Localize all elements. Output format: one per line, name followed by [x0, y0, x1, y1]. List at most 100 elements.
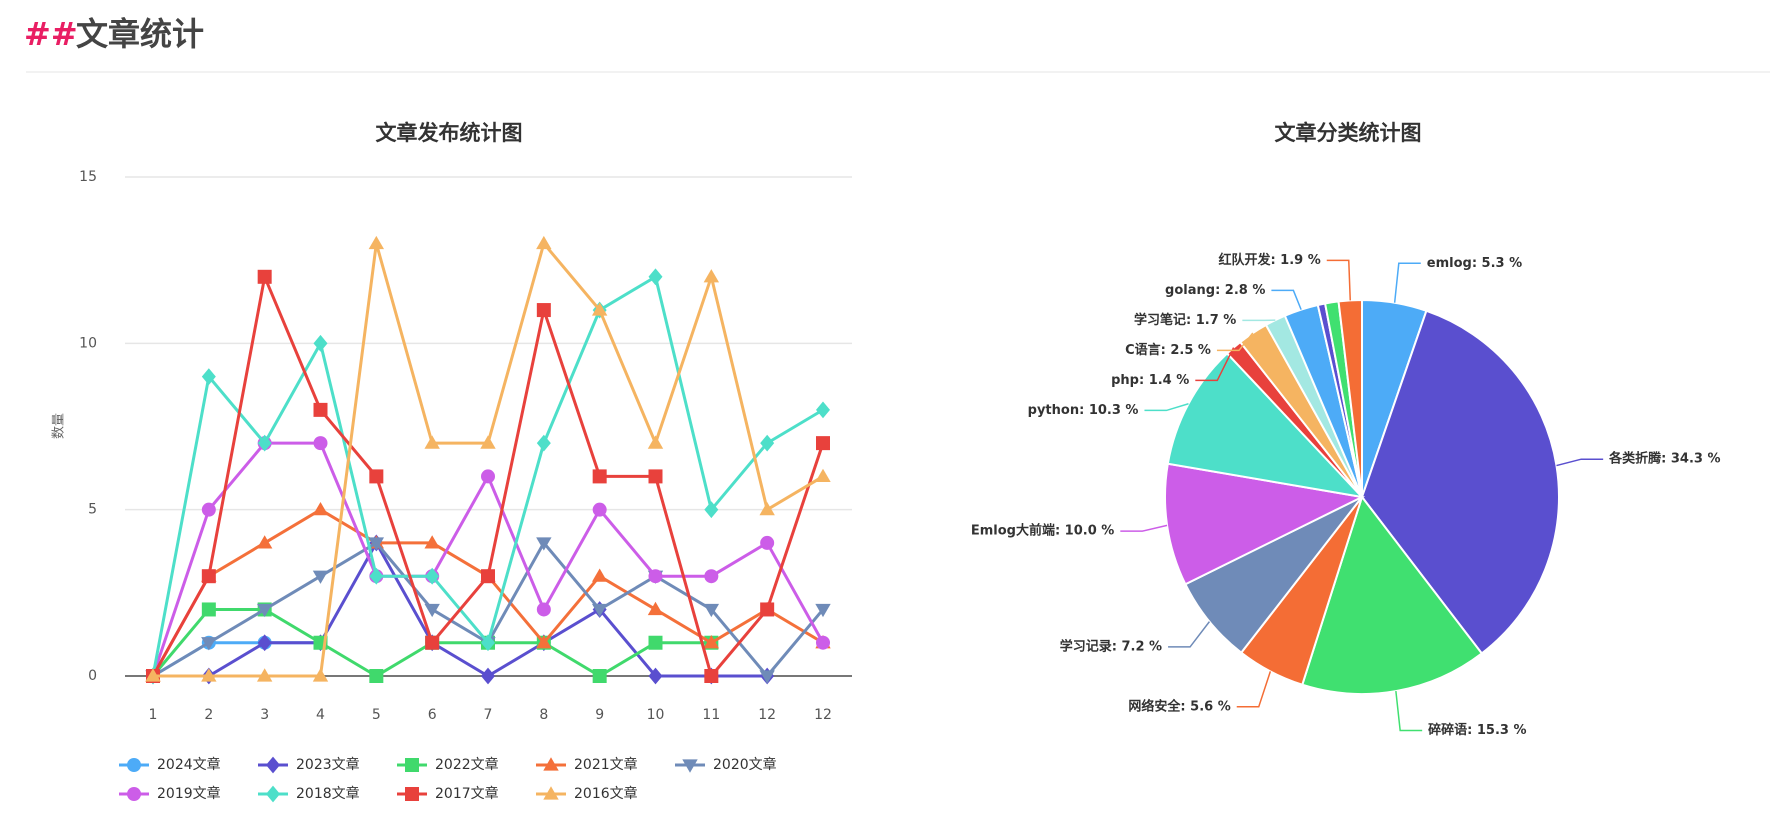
data-point — [816, 401, 830, 418]
data-point — [593, 669, 607, 683]
heading: 文章统计 — [76, 15, 204, 53]
leader-line — [1168, 622, 1209, 647]
data-point — [649, 469, 663, 483]
data-point — [258, 634, 272, 651]
data-point — [481, 668, 495, 685]
data-point — [760, 536, 774, 550]
x-tick-label: 1 — [149, 707, 158, 723]
slice-label: emlog: 5.3 % — [1427, 256, 1522, 271]
x-tick-label: 7 — [484, 707, 493, 723]
data-point — [425, 636, 439, 650]
x-tick-label: 5 — [372, 707, 381, 723]
legend-marker — [127, 787, 141, 801]
data-point — [369, 236, 384, 249]
data-point — [424, 604, 439, 617]
legend-label: 2016文章 — [574, 785, 638, 802]
data-point — [704, 669, 718, 683]
data-point — [649, 268, 663, 285]
data-point — [815, 469, 830, 482]
data-point — [760, 602, 774, 616]
y-axis-label: 数量 — [52, 413, 67, 439]
data-point — [759, 502, 774, 515]
x-tick-label: 2 — [204, 707, 213, 723]
chart-title: 文章发布统计图 — [376, 121, 523, 145]
legend-marker — [405, 758, 419, 772]
data-point — [314, 436, 328, 450]
x-tick-label: 4 — [316, 707, 325, 723]
leader-line — [1327, 260, 1350, 300]
leader-line — [1120, 525, 1167, 531]
slice-label: 网络安全: 5.6 % — [1128, 698, 1230, 714]
data-point — [704, 269, 719, 282]
leader-line — [1271, 290, 1301, 309]
x-tick-label: 9 — [595, 707, 604, 723]
data-point — [257, 535, 272, 548]
legend-label: 2023文章 — [296, 756, 360, 773]
data-point — [313, 502, 328, 515]
data-point — [593, 503, 607, 517]
legend-label: 2021文章 — [574, 756, 638, 773]
x-tick-label: 12 — [814, 707, 832, 723]
x-tick-label: 10 — [647, 707, 665, 723]
leader-line — [1556, 459, 1603, 465]
legend-label: 2017文章 — [435, 785, 499, 802]
slice-label: php: 1.4 % — [1111, 373, 1189, 388]
data-point — [481, 569, 495, 583]
leader-line — [1395, 263, 1421, 302]
chart-title: 文章分类统计图 — [1275, 121, 1422, 145]
x-tick-label: 12 — [758, 707, 776, 723]
legend-label: 2022文章 — [435, 756, 499, 773]
data-point — [649, 636, 663, 650]
legend-label: 2019文章 — [157, 785, 221, 802]
legend-marker — [127, 758, 141, 772]
slice-label: golang: 2.8 % — [1165, 283, 1265, 298]
slice-label: 学习笔记: 1.7 % — [1134, 312, 1236, 328]
data-point — [537, 435, 551, 452]
data-point — [313, 571, 328, 584]
data-point — [816, 636, 830, 650]
data-point — [704, 569, 718, 583]
legend-marker — [266, 757, 280, 774]
data-point — [202, 602, 216, 616]
data-point — [649, 569, 663, 583]
data-point — [592, 569, 607, 582]
legend-marker — [405, 787, 419, 801]
slice-label: C语言: 2.5 % — [1125, 342, 1211, 358]
slice-label: 红队开发: 1.9 % — [1218, 252, 1320, 268]
legend-label: 2018文章 — [296, 785, 360, 802]
data-point — [369, 568, 383, 585]
slice-label: 各类折腾: 34.3 % — [1608, 451, 1720, 467]
x-tick-label: 3 — [260, 707, 269, 723]
y-tick-label: 10 — [79, 335, 97, 351]
data-point — [369, 469, 383, 483]
y-tick-label: 0 — [88, 668, 97, 684]
slice-label: 碎碎语: 15.3 % — [1428, 722, 1526, 738]
data-point — [536, 236, 551, 249]
data-point — [202, 503, 216, 517]
data-point — [314, 403, 328, 417]
slice-label: python: 10.3 % — [1028, 403, 1139, 418]
x-tick-label: 8 — [539, 707, 548, 723]
legend-label: 2020文章 — [713, 756, 777, 773]
data-point — [593, 469, 607, 483]
leader-line — [1144, 404, 1188, 411]
x-tick-label: 6 — [428, 707, 437, 723]
data-point — [648, 602, 663, 615]
y-tick-label: 15 — [79, 169, 97, 185]
slice-label: 学习记录: 7.2 % — [1060, 638, 1162, 654]
x-tick-label: 11 — [702, 707, 720, 723]
data-point — [537, 303, 551, 317]
data-point — [816, 436, 830, 450]
y-tick-label: 5 — [88, 502, 97, 518]
data-point — [202, 569, 216, 583]
data-point — [481, 469, 495, 483]
leader-line — [1237, 671, 1271, 706]
series-line — [153, 244, 823, 676]
heading-marker: ## — [24, 15, 78, 53]
leader-line — [1396, 691, 1422, 730]
data-point — [258, 270, 272, 284]
data-point — [648, 435, 663, 448]
data-point — [537, 602, 551, 616]
data-point — [369, 669, 383, 683]
